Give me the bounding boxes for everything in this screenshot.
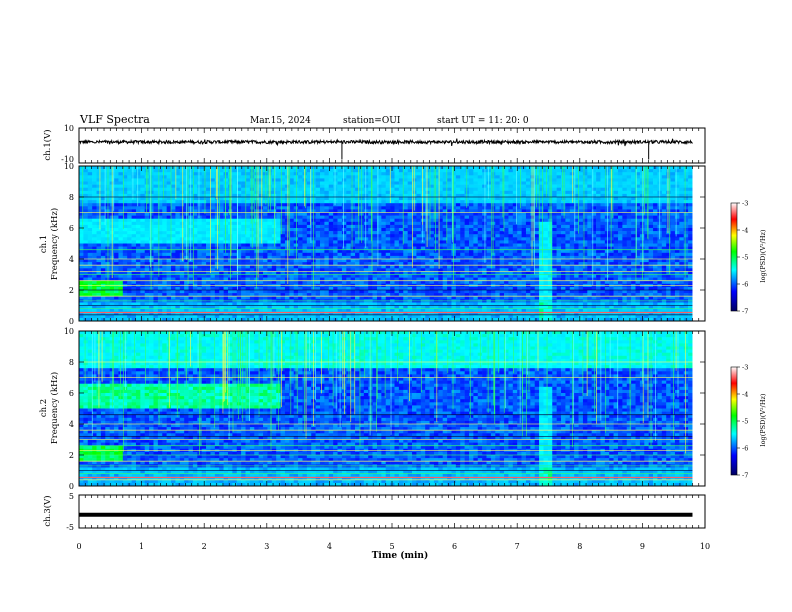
ch3-waveform-ylabel: ch.3(V) bbox=[42, 495, 53, 526]
x-tick-label: 1 bbox=[139, 542, 144, 551]
ch1-spectrogram-ytick-label: 0 bbox=[69, 317, 74, 326]
ch1-spectrogram-ytick-label: 8 bbox=[69, 193, 74, 202]
header-start-time: start UT = 11: 20: 0 bbox=[437, 116, 529, 126]
ch1-ytick-top: 10 bbox=[64, 124, 74, 133]
x-tick-label: 2 bbox=[202, 542, 207, 551]
ch2-spectrogram-ytick-label: 8 bbox=[69, 358, 74, 367]
ch2-colorbar-tick: -5 bbox=[742, 418, 748, 426]
ch1-spectrogram-ytick-label: 10 bbox=[64, 162, 74, 171]
ch2-spectrogram-ytick-label: 10 bbox=[64, 327, 74, 336]
ch1-colorbar bbox=[730, 202, 738, 312]
ch2-spectrogram-image bbox=[79, 331, 705, 487]
ch2-spectrogram-ytick-label: 2 bbox=[69, 451, 74, 460]
ch2-spectrogram-ylabel-channel: ch.2 bbox=[39, 399, 49, 417]
ch3-ytick-bottom: -5 bbox=[66, 523, 74, 532]
ch1-spectrogram-ylabel: Frequency (kHz) bbox=[49, 208, 60, 280]
ch2-colorbar bbox=[730, 366, 738, 476]
ch2-colorbar-tick: -6 bbox=[742, 445, 748, 453]
ch1-spectrogram-ylabel-channel: ch.1 bbox=[39, 235, 49, 253]
ch1-spectrogram-ytick-label: 4 bbox=[69, 255, 74, 264]
ch1-ytick-bottom: -10 bbox=[61, 155, 74, 164]
x-tick-label: 8 bbox=[577, 542, 582, 551]
figure-title: VLF Spectra bbox=[79, 113, 150, 126]
x-tick-label: 5 bbox=[389, 542, 394, 551]
ch1-colorbar-tick: -7 bbox=[742, 308, 748, 316]
x-tick-label: 7 bbox=[515, 542, 520, 551]
ch2-spectrogram-ytick-label: 6 bbox=[69, 389, 74, 398]
ch1-spectrogram-image bbox=[79, 166, 705, 322]
ch1-spectrogram-ytick-label: 6 bbox=[69, 224, 74, 233]
ch1-waveform-trace bbox=[78, 138, 693, 147]
ch1-colorbar-label: log(PSD)(V²/Hz) bbox=[759, 229, 767, 282]
ch1-colorbar-tick: -6 bbox=[742, 281, 748, 289]
ch1-waveform-ylabel: ch.1(V) bbox=[42, 129, 53, 160]
ch3-waveform-panel: ch.3(V) 5 -5 bbox=[42, 492, 706, 532]
ch2-colorbar-label: log(PSD)(V²/Hz) bbox=[759, 393, 767, 446]
ch1-colorbar-tick: -3 bbox=[742, 200, 748, 208]
ch2-spectrogram-ylabel: Frequency (kHz) bbox=[49, 372, 60, 444]
ch2-colorbar-tick: -3 bbox=[742, 364, 748, 372]
ch1-colorbar-tick: -4 bbox=[742, 227, 748, 235]
ch1-colorbar-tick: -5 bbox=[742, 254, 748, 262]
ch2-spectrogram-ytick-label: 0 bbox=[69, 482, 74, 491]
x-tick-label: 4 bbox=[327, 542, 332, 551]
ch2-colorbar-tick: -4 bbox=[742, 391, 748, 399]
header-date: Mar.15, 2024 bbox=[250, 116, 311, 126]
x-tick-label: 10 bbox=[700, 542, 710, 551]
x-tick-label: 3 bbox=[264, 542, 269, 551]
x-tick-label: 0 bbox=[76, 542, 81, 551]
x-tick-label: 6 bbox=[452, 542, 457, 551]
ch2-spectrogram-ytick-label: 4 bbox=[69, 420, 74, 429]
ch3-ytick-top: 5 bbox=[69, 492, 74, 501]
x-tick-label: 9 bbox=[640, 542, 645, 551]
ch1-spectrogram-ytick-label: 2 bbox=[69, 286, 74, 295]
header-station: station=OUI bbox=[343, 116, 401, 126]
ch2-colorbar-tick: -7 bbox=[742, 472, 748, 480]
ch1-waveform-panel: ch.1(V) 10 -10 bbox=[42, 124, 706, 164]
x-axis-label: Time (min) bbox=[372, 550, 429, 561]
